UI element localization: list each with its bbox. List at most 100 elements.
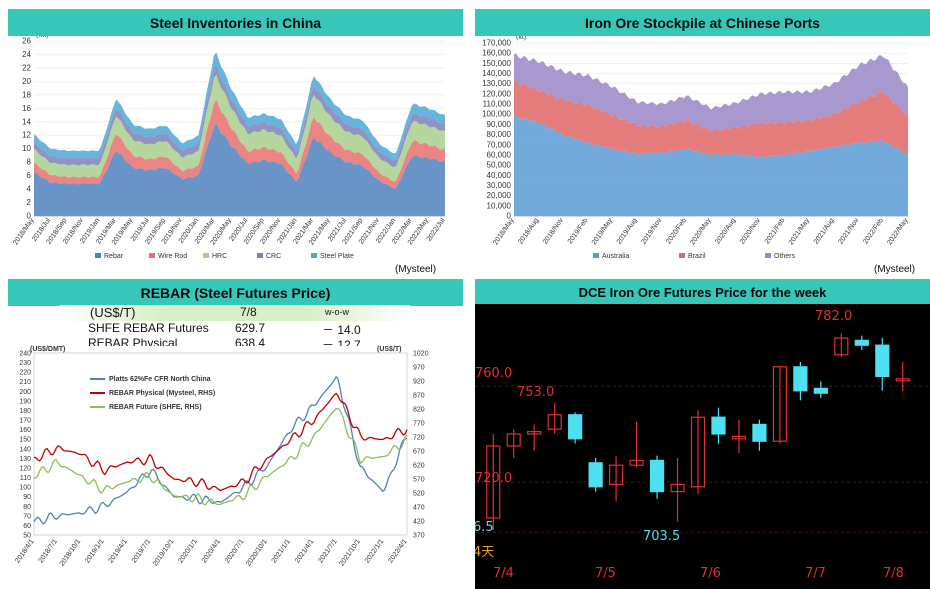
x-tick-label: 2022/4/1 [387, 538, 408, 564]
x-tick-label: 2021/4/1 [294, 538, 315, 564]
legend-label: Rebar [104, 253, 124, 260]
legend-label: HRC [212, 253, 227, 260]
series-line-2 [34, 407, 408, 506]
y-tick-label: 70 [23, 513, 31, 520]
y2-tick-label: 520 [413, 491, 425, 498]
legend-label: Steel Plate [320, 253, 354, 260]
legend-label: CRC [266, 253, 281, 260]
candle-body [711, 416, 726, 435]
y-tick-label: 120 [19, 465, 31, 472]
legend-swatch [679, 253, 685, 258]
legend-swatch [765, 253, 771, 258]
x-tick-label: 2019/Aug [616, 217, 639, 246]
legend-swatch [593, 253, 599, 258]
area-hrc [34, 74, 445, 182]
x-tick-label: 2018/7/1 [38, 538, 59, 564]
rebar-header-unit: (US$/T) [90, 305, 136, 320]
candle-body [690, 416, 706, 488]
rebar-row-futures: SHFE REBAR Futures 629.7 － 14.0 [60, 321, 410, 337]
y-tick-label: 130 [19, 456, 31, 463]
rebar-row-value: 638.4 [235, 336, 266, 346]
x-tick-label: 7/6 [700, 566, 721, 581]
y2-tick-label: 1020 [413, 351, 429, 358]
y-tick-label: 16 [22, 104, 31, 113]
y-tick-label: 170,000 [482, 39, 511, 48]
x-tick-label: 2019/4/1 [108, 538, 129, 564]
x-tick-label: 2020/7/1 [224, 538, 245, 564]
x-tick-label: 2020/Aug [714, 217, 737, 246]
rebar-price-chart: 50 60 70 80 90 100 110 120 130 140 150 160 170 180 190… [14, 346, 429, 568]
steel-inventories-chart: 02468101214161820222426(Mt)2018/May2018/… [12, 36, 447, 260]
y2-tick-label: 470 [413, 505, 425, 512]
y2-tick-label: 720 [413, 435, 425, 442]
y-tick-label: 110,000 [483, 100, 512, 109]
y-tick-label: 24 [22, 50, 31, 59]
y-tick-label: 110 [20, 475, 31, 482]
y-tick-label: 170 [19, 418, 31, 425]
legend-swatch [311, 253, 317, 258]
candle-body [506, 433, 521, 447]
y-tick-label: 90 [23, 494, 31, 501]
x-tick-label: 2019/1/1 [84, 538, 105, 564]
x-tick-label: 2019/7/1 [131, 538, 152, 564]
area-crc [34, 65, 445, 168]
candle-body [547, 414, 562, 430]
area-wire-rod [34, 99, 445, 189]
y-tick-label: 50,000 [487, 161, 512, 170]
y-tick-label: 80,000 [487, 130, 512, 139]
y-tick-label: 200 [19, 389, 31, 396]
legend-label: Others [774, 253, 796, 260]
y-tick-label: 150,000 [482, 59, 511, 68]
y2-tick-label: 920 [413, 379, 425, 386]
price-label: 6.5 [475, 520, 494, 535]
x-tick-label: 7/5 [595, 566, 616, 581]
y-tick-label: 26 [22, 37, 31, 46]
y-tick-label: 60 [23, 523, 31, 530]
x-tick-label: 7/8 [883, 566, 904, 581]
dce-chart-background [475, 304, 930, 589]
x-tick-label: 2018/10/1 [59, 538, 83, 568]
steel-title: Steel Inventories in China [8, 9, 463, 36]
right-axis-unit: (US$/T) [377, 346, 402, 353]
y-tick-label: 80 [23, 504, 31, 511]
candle-body [875, 344, 890, 378]
steel-source: (Mysteel) [395, 264, 437, 275]
candle-body [608, 464, 624, 485]
x-tick-label: 2021/Nov [837, 217, 860, 246]
candle-body [649, 459, 665, 493]
y-axis-unit: (Mt) [36, 36, 48, 39]
y-tick-label: 8 [27, 158, 32, 167]
candle-body [527, 430, 542, 435]
area-steel-plate [34, 52, 445, 161]
y2-tick-label: 970 [413, 365, 425, 372]
x-tick-label: 2022/Feb [862, 217, 885, 245]
area-others [514, 53, 908, 132]
y-axis-unit: (kt) [516, 36, 526, 41]
candle-body [895, 378, 910, 382]
y-tick-label: 70,000 [487, 140, 512, 149]
iron-title: Iron Ore Stockpile at Chinese Ports [475, 9, 930, 36]
x-tick-label: 2018/May [492, 217, 516, 247]
series-line-1 [33, 392, 408, 492]
left-axis-unit: (US$/DMT) [30, 346, 65, 353]
x-tick-label: 2019/10/1 [152, 538, 176, 568]
candle-body [588, 462, 603, 488]
y2-tick-label: 370 [413, 533, 425, 540]
y-tick-label: 60,000 [487, 150, 512, 159]
candle-body [731, 435, 747, 440]
y-tick-label: 190 [19, 398, 31, 405]
rebar-row-label: SHFE REBAR Futures [88, 321, 209, 335]
legend-label: REBAR Future (SHFE, RHS) [109, 404, 202, 411]
candle-body [854, 339, 869, 346]
y-tick-label: 240 [19, 351, 31, 358]
candle-body [793, 366, 808, 392]
candle-body [813, 387, 828, 394]
x-tick-label: 2022/1/1 [364, 538, 385, 564]
legend-swatch [257, 253, 263, 258]
y-tick-label: 210 [19, 379, 31, 386]
candle-body [486, 445, 501, 519]
series-line-0 [33, 375, 408, 525]
x-tick-label: 2020/Nov [739, 217, 762, 246]
y-tick-label: 90,000 [487, 120, 512, 129]
x-tick-label: 2018/Nov [542, 217, 565, 246]
